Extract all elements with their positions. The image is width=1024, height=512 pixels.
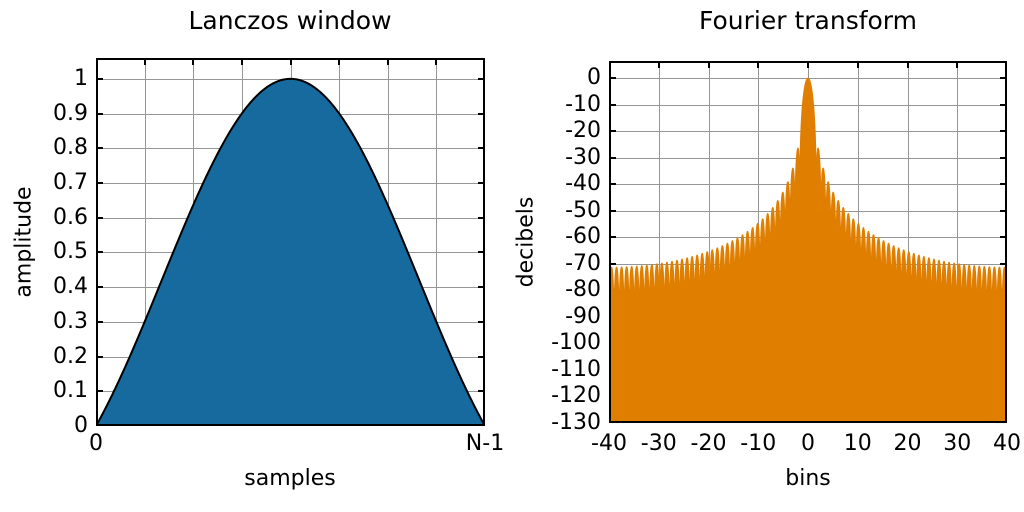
- chart-title-fourier-transform: Fourier transform: [698, 6, 918, 35]
- y-tick-label: 0.7: [53, 169, 88, 195]
- y-tick-label: 0.4: [53, 274, 88, 300]
- y-tick-label: 0.8: [53, 135, 88, 161]
- y-tick-label: 0: [587, 65, 601, 91]
- x-tick-label: -40: [591, 431, 627, 456]
- x-tick-label: 40: [993, 431, 1021, 456]
- y-tick-label: 0: [74, 413, 88, 438]
- y-tick-label: -20: [565, 118, 601, 144]
- x-tick-label: 10: [843, 431, 872, 456]
- y-tick-label: 0.1: [53, 378, 88, 404]
- x-tick-label: -10: [740, 431, 777, 456]
- x-tick-label: 0: [801, 431, 815, 456]
- x-tick-label: 30: [943, 431, 972, 456]
- y-tick-label: -10: [565, 91, 601, 117]
- x-tick-label: -30: [640, 431, 677, 456]
- lanczos-window-plot: [96, 58, 485, 426]
- y-tick-label: -80: [565, 277, 601, 303]
- fourier-transform-plot: [609, 61, 1007, 423]
- y-tick-label: 0.3: [53, 308, 88, 334]
- x-tick-label: N-1: [465, 431, 505, 456]
- y-tick-label: -100: [551, 330, 601, 356]
- x-tick-label: -20: [690, 431, 727, 456]
- y-tick-label: -50: [565, 197, 601, 223]
- y-tick-label: -60: [565, 224, 601, 250]
- x-tick-label: 0: [89, 431, 103, 456]
- y-tick-label: 0.2: [53, 343, 88, 369]
- x-axis-label-bins: bins: [785, 466, 831, 491]
- y-tick-label: 0.9: [53, 100, 88, 126]
- y-tick-label: -70: [565, 250, 601, 276]
- x-tick-label: 20: [893, 431, 922, 456]
- y-tick-label: 0.6: [53, 204, 88, 230]
- y-tick-label: -130: [551, 410, 601, 435]
- y-tick-label: -30: [565, 144, 601, 170]
- chart-title-lanczos-window: Lanczos window: [188, 6, 392, 35]
- y-tick-label: -110: [551, 356, 601, 382]
- y-tick-label: -40: [565, 171, 601, 197]
- y-tick-label: 0.5: [53, 239, 88, 265]
- x-axis-label-samples: samples: [244, 466, 336, 491]
- y-tick-label: 1: [74, 65, 88, 91]
- y-tick-label: -120: [551, 383, 601, 409]
- y-tick-label: -90: [565, 303, 601, 329]
